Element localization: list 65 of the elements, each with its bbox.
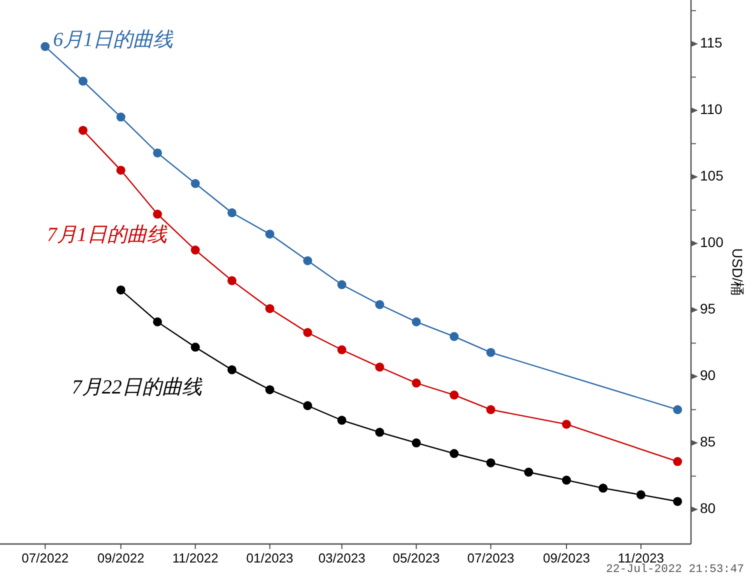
point xyxy=(152,210,162,219)
ytick-label: 110 xyxy=(700,101,722,118)
xtick-label: 11/2022 xyxy=(172,550,218,566)
point xyxy=(40,42,50,52)
xtick-label: 09/2023 xyxy=(542,550,590,566)
point xyxy=(337,345,346,354)
point xyxy=(265,385,274,394)
ytick-label: 100 xyxy=(700,234,724,250)
xtick-label: 07/2022 xyxy=(22,550,69,566)
point xyxy=(190,179,200,188)
point xyxy=(673,496,682,506)
xtick-label: 03/2023 xyxy=(318,550,366,566)
point xyxy=(303,401,312,410)
point xyxy=(78,76,88,86)
point xyxy=(227,365,236,374)
series-name: 7月1日的曲线 xyxy=(47,224,168,246)
point xyxy=(524,468,534,477)
point xyxy=(375,300,384,310)
point xyxy=(450,332,459,342)
point xyxy=(375,362,384,372)
point xyxy=(303,256,312,266)
xtick-label: 01/2023 xyxy=(246,550,294,566)
point xyxy=(673,457,682,466)
point xyxy=(412,317,421,326)
point xyxy=(486,348,496,357)
series-name: 7月22日的曲线 xyxy=(72,376,202,399)
ytick-label: 85 xyxy=(700,434,716,450)
point xyxy=(337,416,346,425)
point xyxy=(190,342,200,352)
point xyxy=(412,378,421,388)
point xyxy=(116,285,126,294)
point xyxy=(265,230,274,239)
annotation: 22-Jul-2022 21:53:47 xyxy=(606,563,744,576)
ytick-label: 80 xyxy=(700,500,716,516)
point xyxy=(598,484,608,493)
ytick-label: 90 xyxy=(700,367,716,384)
point xyxy=(450,449,459,458)
xtick-label: 07/2023 xyxy=(467,550,514,566)
point xyxy=(78,126,88,135)
point xyxy=(337,280,346,290)
xtick-label: 05/2023 xyxy=(392,550,440,566)
point xyxy=(375,428,384,437)
point xyxy=(562,476,571,485)
series-name: 6月1日的曲线 xyxy=(53,29,174,52)
xtick-label: 09/2022 xyxy=(97,550,144,566)
point xyxy=(116,112,126,122)
point xyxy=(227,208,236,218)
point xyxy=(412,438,421,448)
point xyxy=(636,490,646,500)
point xyxy=(486,458,496,468)
ylabel: USD/桶 xyxy=(729,248,746,296)
point xyxy=(486,405,496,414)
point xyxy=(116,166,126,175)
point xyxy=(450,390,459,400)
point xyxy=(152,148,162,158)
point xyxy=(673,405,682,414)
ytick-label: 95 xyxy=(700,300,716,317)
point xyxy=(190,246,200,255)
point xyxy=(303,328,312,338)
point xyxy=(562,420,571,429)
ytick-label: 115 xyxy=(700,34,722,51)
point xyxy=(227,276,236,286)
point xyxy=(265,304,274,314)
ytick-label: 105 xyxy=(700,168,724,184)
point xyxy=(152,317,162,326)
